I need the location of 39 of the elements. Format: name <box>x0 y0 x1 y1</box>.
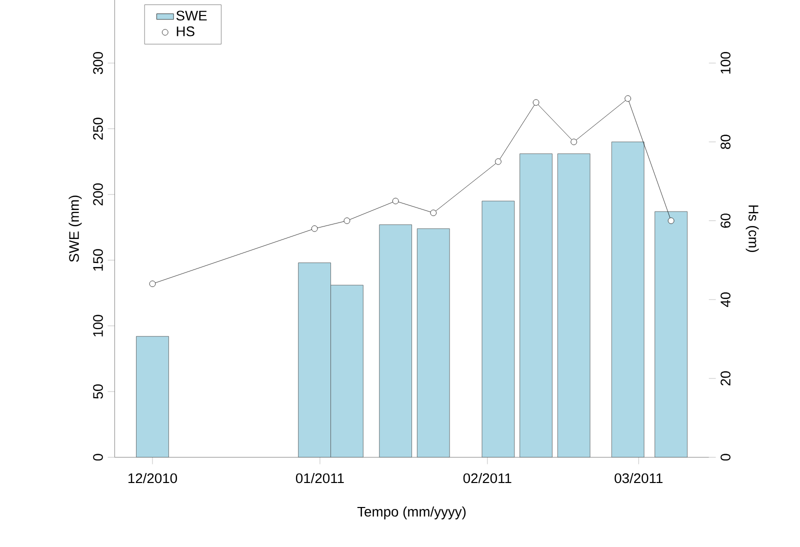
bar <box>557 154 590 458</box>
bar <box>611 142 644 458</box>
x-tick-label: 02/2011 <box>463 473 512 484</box>
point <box>495 158 502 165</box>
bar <box>416 228 450 458</box>
bar <box>379 224 412 458</box>
y-tick-label: 100 <box>93 314 103 337</box>
y2-tick-label: 60 <box>720 214 730 228</box>
y-tick-label: 0 <box>93 454 103 461</box>
point <box>624 96 632 102</box>
point <box>430 210 437 216</box>
y-tick-label: 200 <box>93 184 103 206</box>
point <box>311 226 318 232</box>
bar <box>482 200 515 458</box>
point <box>344 218 350 224</box>
y-tick-label: 50 <box>93 384 103 399</box>
x-tick-label: 01/2011 <box>296 473 344 484</box>
y2-axis-title: Hs (cm) <box>746 206 759 252</box>
y-axis-title: SWE (mm) <box>68 196 82 262</box>
y2-tick-label: 40 <box>720 292 730 308</box>
y2-tick-label: 0 <box>720 454 730 461</box>
point <box>532 99 540 106</box>
y2-tick-label: 80 <box>720 134 730 150</box>
legend-label: HS <box>176 26 194 36</box>
legend-label: SWE <box>176 10 207 21</box>
bar <box>654 211 688 458</box>
x-tick-label: 12/2010 <box>128 473 177 484</box>
y-tick-label: 250 <box>93 118 103 140</box>
point <box>570 138 578 146</box>
bar <box>520 154 552 458</box>
y2-tick-label: 20 <box>720 371 730 386</box>
y-tick-label: 300 <box>93 52 103 74</box>
x-axis-title: Tempo (mm/yyyy) <box>357 506 466 520</box>
point <box>668 218 674 224</box>
x-tick-label: 03/2011 <box>614 473 663 484</box>
bar <box>136 336 169 458</box>
point <box>392 198 399 204</box>
y-tick-label: 150 <box>93 249 103 271</box>
y2-tick-label: 100 <box>720 52 730 74</box>
